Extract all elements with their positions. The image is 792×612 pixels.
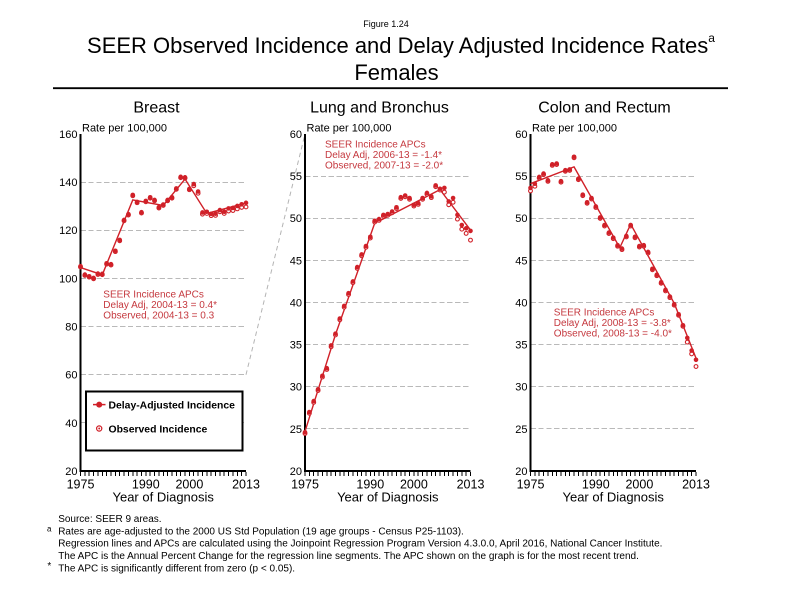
svg-text:2000: 2000 [175, 478, 203, 492]
svg-text:1975: 1975 [517, 478, 545, 492]
svg-text:SEER Observed Incidence and De: SEER Observed Incidence and Delay Adjust… [87, 31, 715, 58]
svg-text:1990: 1990 [356, 478, 384, 492]
svg-text:1990: 1990 [582, 478, 610, 492]
svg-text:20: 20 [290, 466, 302, 478]
svg-text:Females: Females [354, 60, 438, 85]
svg-text:60: 60 [65, 370, 77, 382]
svg-text:140: 140 [59, 177, 77, 189]
svg-text:1990: 1990 [132, 478, 160, 492]
svg-text:100: 100 [59, 273, 77, 285]
svg-text:25: 25 [290, 424, 302, 436]
svg-text:60: 60 [290, 129, 302, 141]
svg-text:Delay-Adjusted Incidence: Delay-Adjusted Incidence [109, 400, 236, 411]
svg-text:45: 45 [290, 255, 302, 267]
svg-text:Regression lines and APCs are: Regression lines and APCs are calculated… [58, 539, 662, 550]
svg-text:1975: 1975 [291, 478, 319, 492]
svg-text:*: * [47, 561, 51, 572]
svg-text:120: 120 [59, 225, 77, 237]
svg-text:60: 60 [515, 129, 527, 141]
svg-text:1975: 1975 [67, 478, 95, 492]
svg-text:55: 55 [290, 171, 302, 183]
svg-text:20: 20 [515, 466, 527, 478]
svg-text:Lung and Bronchus: Lung and Bronchus [310, 100, 449, 117]
svg-text:Year of Diagnosis: Year of Diagnosis [112, 490, 214, 505]
svg-text:Rates are age-adjusted to the: Rates are age-adjusted to the 2000 US St… [58, 526, 464, 537]
svg-text:2013: 2013 [682, 478, 710, 492]
svg-text:Rate per 100,000: Rate per 100,000 [82, 123, 167, 135]
svg-text:50: 50 [290, 213, 302, 225]
svg-text:35: 35 [290, 340, 302, 352]
svg-text:30: 30 [515, 382, 527, 394]
svg-text:55: 55 [515, 171, 527, 183]
svg-text:40: 40 [515, 297, 527, 309]
svg-text:40: 40 [65, 418, 77, 430]
svg-text:80: 80 [65, 322, 77, 334]
svg-text:35: 35 [515, 340, 527, 352]
svg-text:Figure 1.24: Figure 1.24 [363, 19, 409, 29]
svg-text:2013: 2013 [232, 478, 260, 492]
svg-text:30: 30 [290, 382, 302, 394]
svg-text:50: 50 [515, 213, 527, 225]
svg-text:Observed Incidence: Observed Incidence [109, 424, 208, 435]
svg-text:25: 25 [515, 424, 527, 436]
svg-text:Breast: Breast [133, 100, 180, 117]
svg-text:a: a [47, 524, 52, 533]
svg-text:Colon and Rectum: Colon and Rectum [538, 100, 671, 117]
svg-text:Source: SEER 9 areas.: Source: SEER 9 areas. [58, 514, 161, 525]
svg-text:2000: 2000 [400, 478, 428, 492]
svg-text:Year of Diagnosis: Year of Diagnosis [337, 490, 439, 505]
svg-text:Year of Diagnosis: Year of Diagnosis [562, 490, 664, 505]
svg-text:40: 40 [290, 297, 302, 309]
svg-text:Rate per 100,000: Rate per 100,000 [307, 123, 392, 135]
svg-text:The APC is significantly diffe: The APC is significantly different from … [58, 564, 295, 575]
svg-text:160: 160 [59, 129, 77, 141]
svg-text:2000: 2000 [625, 478, 653, 492]
svg-text:Rate per 100,000: Rate per 100,000 [532, 123, 617, 135]
svg-text:2013: 2013 [457, 478, 485, 492]
svg-text:The APC is the Annual Percent: The APC is the Annual Percent Change for… [58, 551, 639, 562]
svg-text:20: 20 [65, 466, 77, 478]
svg-text:45: 45 [515, 255, 527, 267]
